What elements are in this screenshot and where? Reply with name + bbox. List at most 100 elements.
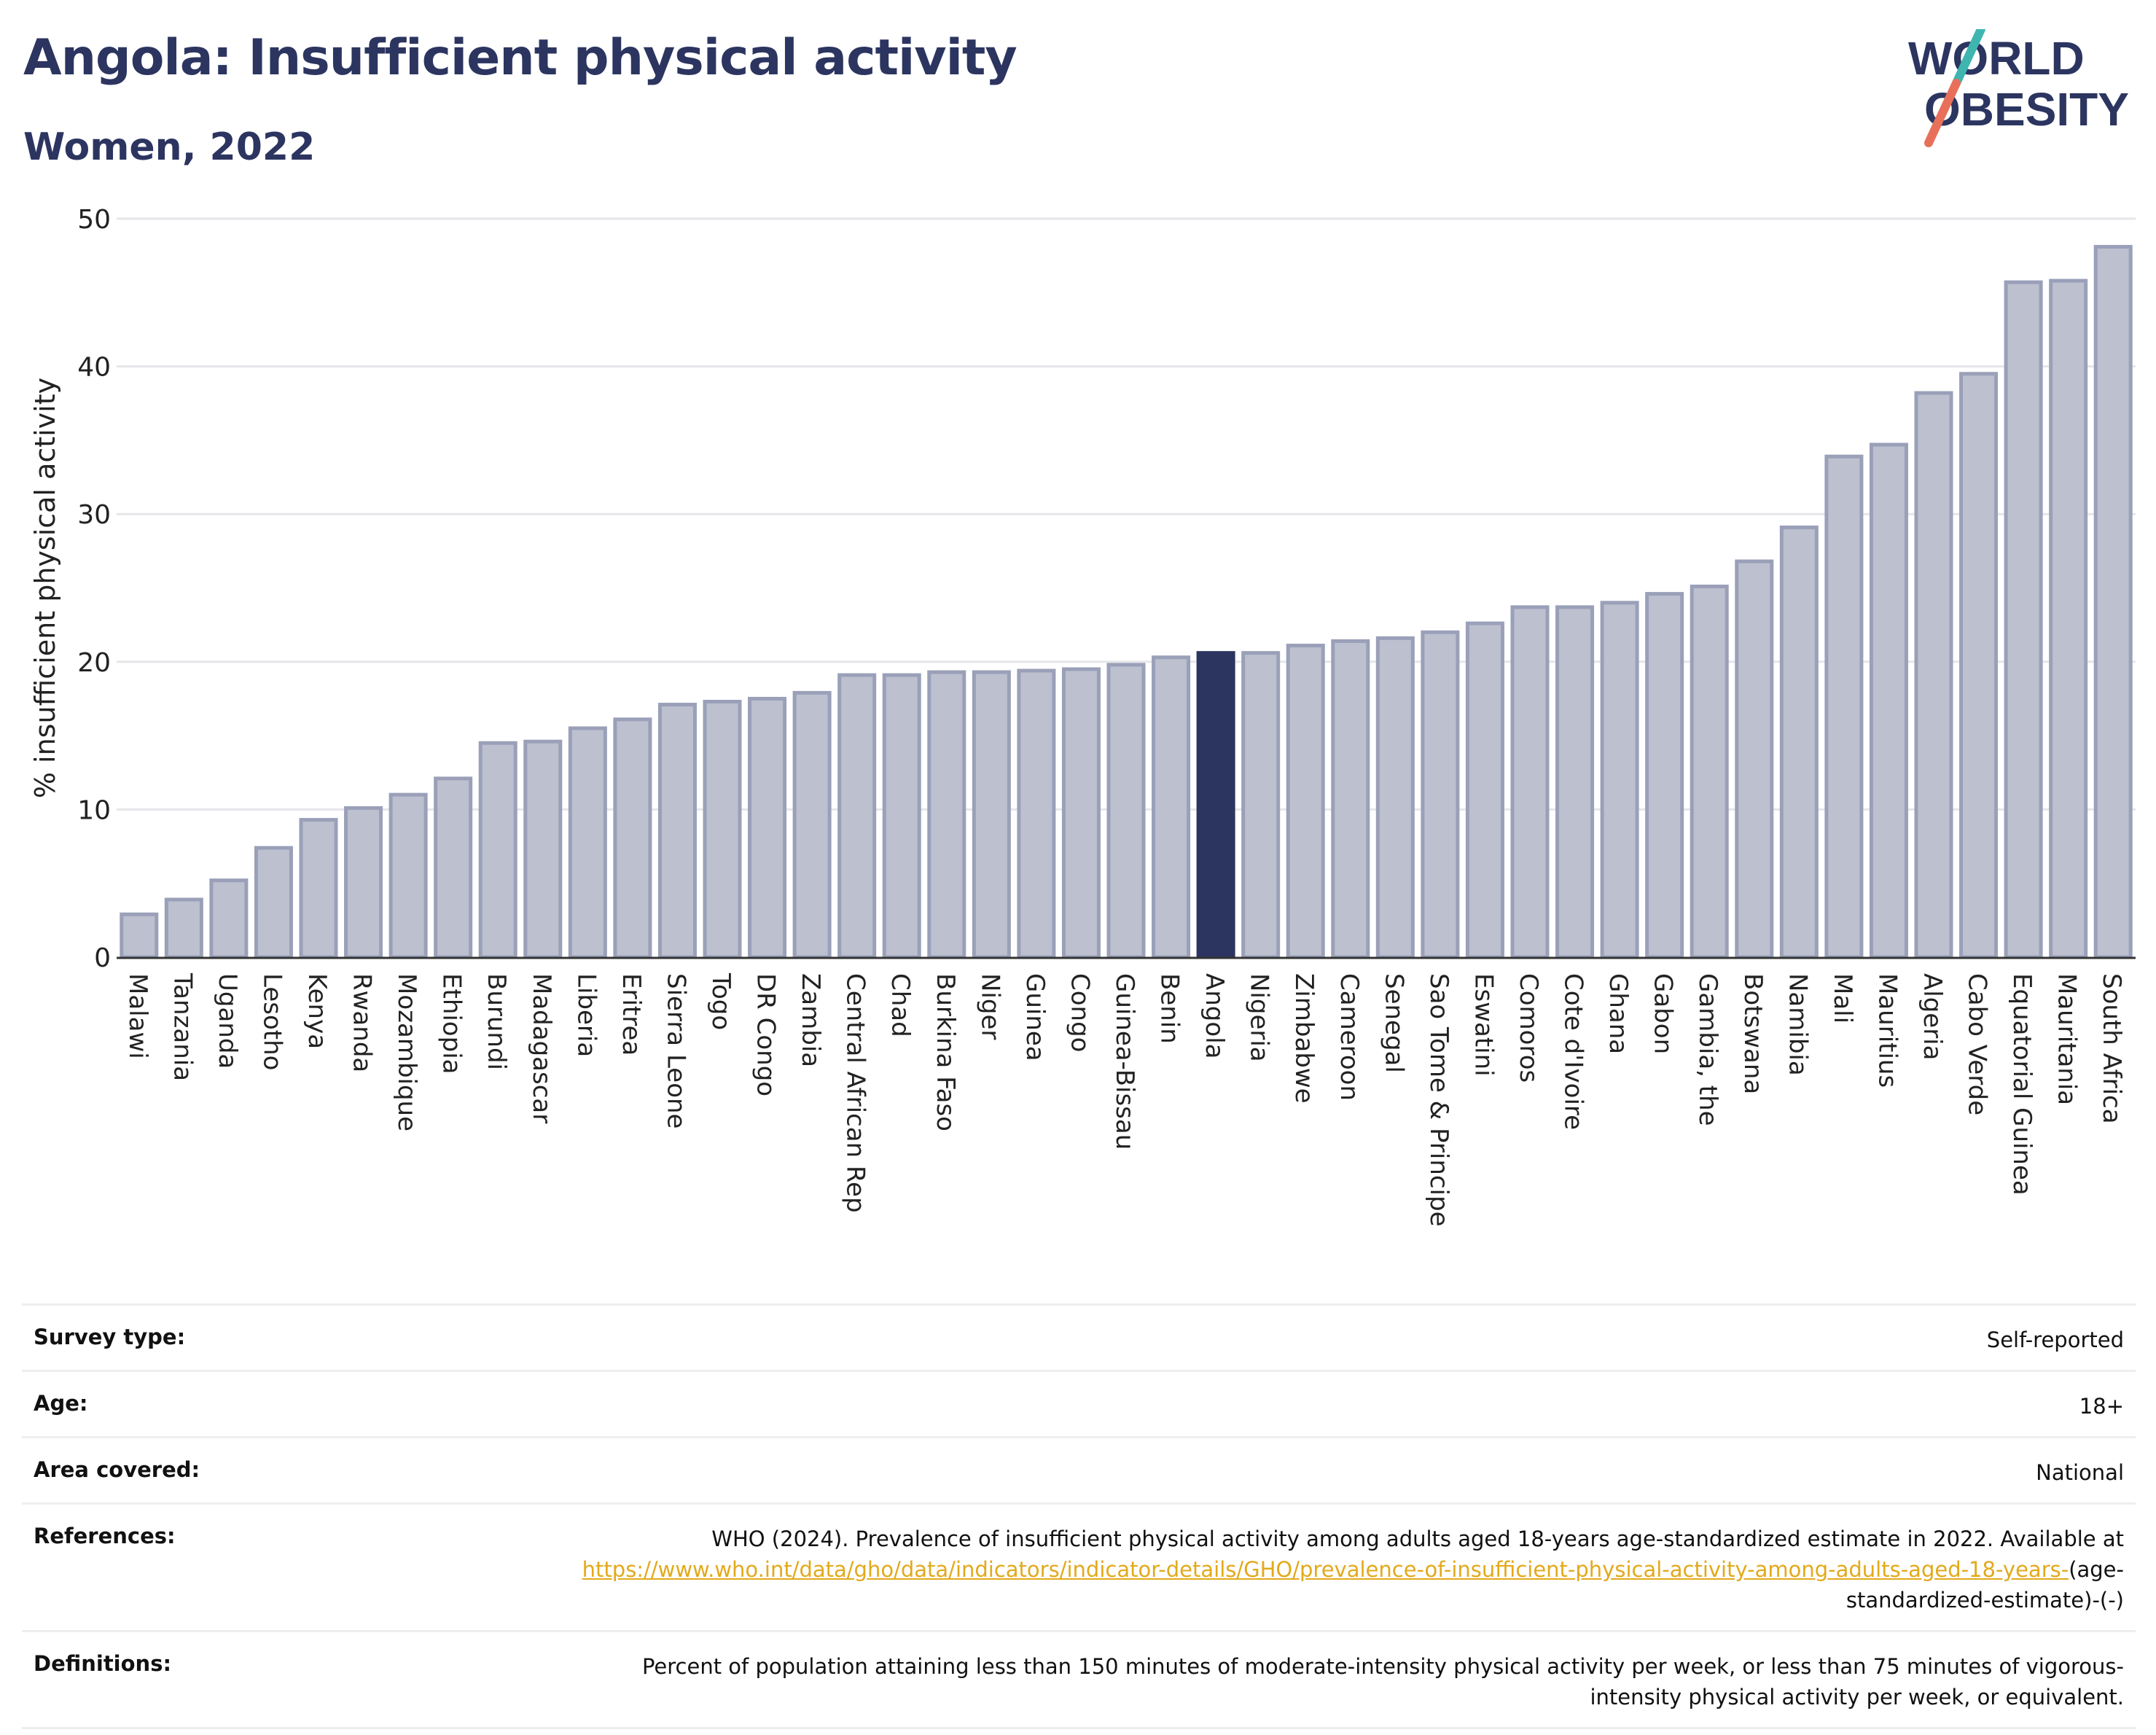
definitions-value: Percent of population attaining less tha… bbox=[641, 1654, 2124, 1709]
bar-eritrea bbox=[613, 717, 652, 959]
bar-malawi bbox=[120, 912, 159, 959]
survey-type-label: Survey type: bbox=[34, 1325, 186, 1349]
survey-type-value: Self-reported bbox=[1986, 1327, 2124, 1352]
chart-title: Angola: Insufficient physical activity bbox=[23, 29, 1018, 87]
bar-cameroon bbox=[1331, 639, 1370, 959]
x-tick-label: Angola bbox=[1200, 973, 1229, 1058]
bar-tanzania bbox=[164, 897, 203, 959]
bar-zimbabwe bbox=[1286, 644, 1325, 959]
references-label: References: bbox=[34, 1524, 176, 1548]
x-tick-label: Malawi bbox=[123, 973, 152, 1059]
bar-congo bbox=[1061, 667, 1101, 959]
bars bbox=[120, 244, 2133, 959]
x-tick-label: Burundi bbox=[482, 973, 511, 1070]
logo-slash-teal bbox=[1952, 29, 1985, 87]
bar-chad bbox=[882, 673, 921, 959]
x-axis-tick-labels: Malawi Tanzania Uganda Lesotho Kenya Rwanda Mo… bbox=[123, 972, 2126, 1227]
age-label: Age: bbox=[34, 1391, 88, 1416]
bar-comoros bbox=[1510, 605, 1550, 959]
bar-cabo-verde bbox=[1959, 372, 1999, 959]
y-tick-label: 20 bbox=[77, 648, 111, 678]
x-tick-label: Cote d'Ivoire bbox=[1559, 973, 1588, 1130]
x-tick-label: Lesotho bbox=[257, 973, 286, 1070]
bar-kenya bbox=[299, 818, 338, 959]
bar-lesotho bbox=[254, 846, 293, 959]
bar-liberia bbox=[568, 726, 607, 959]
bar-sierra-leone bbox=[657, 703, 697, 959]
bar-mauritius bbox=[1869, 442, 1908, 959]
y-axis-ticks: 0 10 20 30 40 50 bbox=[77, 205, 111, 973]
age-value: 18+ bbox=[2079, 1394, 2124, 1419]
references-suffix: (age-standardized-estimate)-(-) bbox=[1846, 1557, 2124, 1613]
y-tick-label: 30 bbox=[77, 500, 111, 530]
x-tick-label: Equatorial Guinea bbox=[2007, 973, 2036, 1196]
bar-senegal bbox=[1375, 636, 1415, 959]
bar-ghana bbox=[1600, 601, 1639, 959]
x-tick-label: Sierra Leone bbox=[661, 973, 690, 1128]
x-tick-label: Senegal bbox=[1379, 973, 1408, 1073]
bar-zambia bbox=[792, 690, 832, 959]
chart-subtitle: Women, 2022 bbox=[23, 125, 316, 169]
survey-type-row: Survey type: Self-reported bbox=[22, 1303, 2136, 1370]
bar-cote-d-ivoire bbox=[1555, 605, 1595, 959]
bar-togo bbox=[703, 700, 742, 959]
bar-mozambique bbox=[388, 792, 428, 959]
x-tick-label: Kenya bbox=[302, 973, 332, 1049]
logo-obesity-text: OBESITY bbox=[1924, 83, 2129, 136]
bar-central-african-rep bbox=[837, 673, 877, 959]
x-tick-label: Madagascar bbox=[527, 973, 556, 1123]
y-tick-label: 10 bbox=[77, 795, 111, 825]
x-tick-label: Zimbabwe bbox=[1289, 973, 1319, 1104]
references-text: WHO (2024). Prevalence of insufficient p… bbox=[711, 1527, 2124, 1551]
info-table: Survey type: Self-reported Age: 18+ Area… bbox=[22, 1303, 2136, 1729]
x-tick-label: Comoros bbox=[1514, 973, 1543, 1083]
age-row: Age: 18+ bbox=[22, 1370, 2136, 1436]
references-row: References: WHO (2024). Prevalence of in… bbox=[22, 1502, 2136, 1630]
y-axis-label: % insufficient physical activity bbox=[29, 378, 61, 798]
references-value: WHO (2024). Prevalence of insufficient p… bbox=[557, 1524, 2124, 1615]
x-tick-label: Benin bbox=[1155, 973, 1184, 1044]
x-tick-label: Namibia bbox=[1783, 973, 1812, 1076]
bar-gabon bbox=[1645, 592, 1684, 959]
bar-burundi bbox=[478, 741, 517, 959]
x-tick-label: Tanzania bbox=[168, 972, 197, 1081]
x-tick-label: Zambia bbox=[796, 973, 825, 1067]
x-tick-label: Central African Rep bbox=[841, 973, 870, 1213]
bar-madagascar bbox=[523, 739, 563, 959]
x-tick-label: Cameroon bbox=[1335, 973, 1364, 1101]
x-tick-label: Eritrea bbox=[617, 973, 646, 1056]
x-tick-label: Togo bbox=[706, 972, 735, 1030]
x-tick-label: Cabo Verde bbox=[1963, 973, 1992, 1115]
references-link[interactable]: https://www.who.int/data/gho/data/indica… bbox=[582, 1557, 2069, 1582]
bar-eswatini bbox=[1465, 621, 1504, 959]
x-tick-label: Sao Tome & Principe bbox=[1424, 973, 1453, 1227]
world-obesity-logo: WORLD OBESITY bbox=[1908, 29, 2129, 147]
bar-chart: 0 10 20 30 40 50 Malawi Tanzania Uganda Lesotho K… bbox=[29, 205, 2136, 1227]
x-tick-label: Mauritius bbox=[1872, 973, 1902, 1088]
x-tick-label: Mozambique bbox=[392, 973, 421, 1131]
x-tick-label: Ghana bbox=[1604, 973, 1633, 1054]
x-tick-label: Guinea-Bissau bbox=[1110, 973, 1139, 1150]
bar-dr-congo bbox=[748, 696, 787, 959]
bar-angola bbox=[1196, 651, 1235, 959]
bar-ethiopia bbox=[434, 776, 473, 959]
bar-sao-tome-principe bbox=[1421, 630, 1460, 959]
bar-mauritania bbox=[2049, 278, 2088, 959]
y-tick-label: 0 bbox=[94, 943, 111, 973]
area-covered-row: Area covered: National bbox=[22, 1436, 2136, 1502]
bar-algeria bbox=[1914, 391, 1953, 959]
bar-botswana bbox=[1735, 559, 1774, 959]
bar-equatorial-guinea bbox=[2004, 280, 2043, 959]
x-tick-label: Uganda bbox=[213, 973, 242, 1069]
y-tick-label: 50 bbox=[77, 205, 111, 235]
x-tick-label: Liberia bbox=[571, 973, 601, 1057]
x-tick-label: DR Congo bbox=[751, 973, 781, 1096]
x-tick-label: Mauritania bbox=[2053, 973, 2082, 1105]
bar-burkina-faso bbox=[927, 670, 966, 959]
x-tick-label: Gambia, the bbox=[1693, 973, 1722, 1126]
bar-rwanda bbox=[344, 806, 383, 959]
x-tick-label: Gabon bbox=[1649, 973, 1678, 1054]
bar-gambia-the bbox=[1690, 584, 1729, 959]
x-tick-label: Algeria bbox=[1918, 973, 1947, 1060]
x-tick-label: Burkina Faso bbox=[931, 973, 960, 1131]
